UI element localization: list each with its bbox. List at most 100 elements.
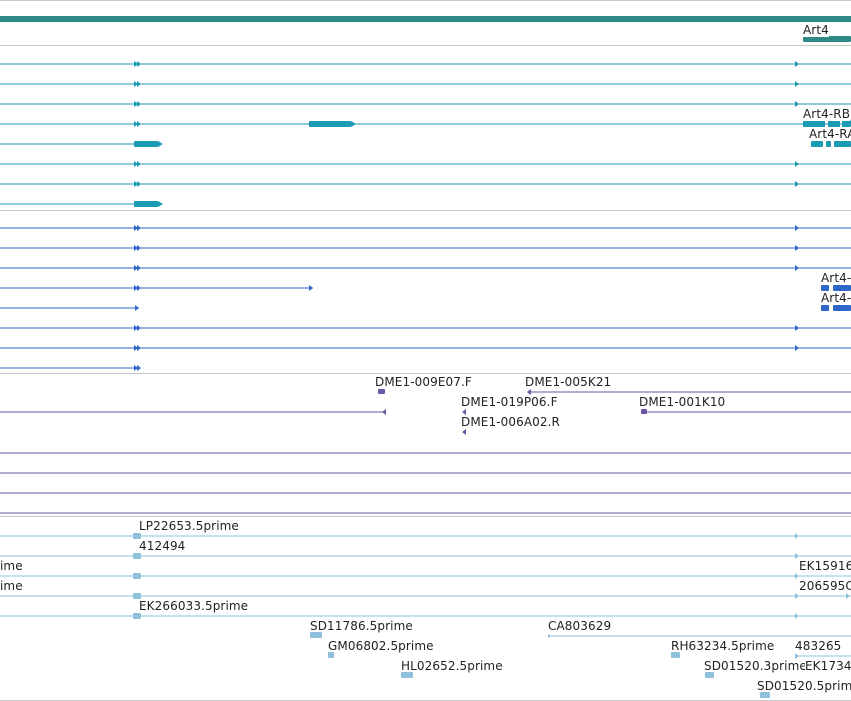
transcript-strand-arrow bbox=[795, 181, 799, 187]
transcript-strand-arrow bbox=[137, 161, 141, 167]
transcript-strand-arrow bbox=[137, 81, 141, 87]
transcript-exon-block-tip bbox=[351, 121, 356, 127]
transcript-label-art4-rb[interactable]: Art4-RB bbox=[803, 107, 851, 121]
protein-art4-exon[interactable] bbox=[833, 305, 851, 311]
est-label-ime-1[interactable]: ime bbox=[0, 559, 23, 573]
protein-strand-arrow bbox=[137, 285, 141, 291]
transcript-strand-arrow bbox=[137, 101, 141, 107]
est-label-ek15916[interactable]: EK15916 bbox=[799, 559, 851, 573]
transcript-strand-arrow bbox=[795, 81, 799, 87]
protein-strand-arrow bbox=[134, 365, 138, 371]
gene-span-bar[interactable] bbox=[0, 16, 851, 22]
protein-label-art4-2[interactable]: Art4- bbox=[821, 291, 851, 305]
protein-strand-arrow bbox=[309, 285, 313, 291]
bac-end-dme1-019p06f bbox=[462, 409, 466, 415]
transcript-exon-block[interactable] bbox=[134, 141, 158, 147]
protein-strand-arrow bbox=[134, 285, 138, 291]
est-hl02652-block[interactable] bbox=[401, 672, 413, 678]
bac-row-arrow bbox=[382, 409, 386, 415]
est-sd01520-3prime-block[interactable] bbox=[705, 672, 714, 678]
bac-label-dme1-005k21[interactable]: DME1-005K21 bbox=[525, 375, 612, 389]
est-strand-arrow bbox=[795, 593, 799, 599]
est-sd01520-5prime-block[interactable] bbox=[760, 692, 770, 698]
transcript-strand-arrow bbox=[134, 121, 138, 127]
transcript-strand-arrow bbox=[795, 61, 799, 67]
transcript-strand-arrow bbox=[134, 161, 138, 167]
protein-strand-arrow bbox=[795, 245, 799, 251]
protein-strand-arrow bbox=[134, 345, 138, 351]
bac-end-dme1-006a02r bbox=[462, 429, 466, 435]
est-strand-arrow bbox=[795, 533, 799, 539]
protein-strand-arrow bbox=[137, 365, 141, 371]
transcript-art4-ra-exon[interactable] bbox=[826, 141, 831, 147]
transcript-strand-arrow bbox=[137, 181, 141, 187]
protein-strand-arrow bbox=[795, 265, 799, 271]
protein-strand-arrow bbox=[795, 225, 799, 231]
transcript-art4-rb-exon[interactable] bbox=[803, 120, 825, 127]
bac-end-dme1-005k21-arrow bbox=[527, 389, 531, 395]
est-block[interactable] bbox=[133, 613, 141, 619]
est-label-ime-2[interactable]: ime bbox=[0, 579, 23, 593]
transcript-art4-ra-exon[interactable] bbox=[834, 141, 851, 147]
est-label-rh63234[interactable]: RH63234.5prime bbox=[671, 639, 775, 653]
protein-strand-arrow bbox=[137, 245, 141, 251]
est-strand-arrow bbox=[795, 613, 799, 619]
bac-label-dme1-001k10[interactable]: DME1-001K10 bbox=[639, 395, 726, 409]
gene-label-art4[interactable]: Art4 bbox=[803, 23, 829, 37]
transcript-art4-rb-exon[interactable] bbox=[842, 120, 851, 127]
est-rh63234-block[interactable] bbox=[671, 652, 680, 658]
est-483265-arrow bbox=[795, 653, 799, 659]
est-label-483265[interactable]: 483265 bbox=[795, 639, 842, 653]
transcript-strand-arrow bbox=[134, 81, 138, 87]
protein-art4-exon[interactable] bbox=[821, 305, 829, 311]
gene-art4-glyph[interactable] bbox=[803, 36, 851, 42]
protein-strand-arrow bbox=[137, 325, 141, 331]
protein-label-art4-1[interactable]: Art4- bbox=[821, 271, 851, 285]
est-block[interactable] bbox=[133, 533, 141, 539]
transcript-strand-arrow bbox=[134, 101, 138, 107]
est-block[interactable] bbox=[133, 553, 141, 559]
bac-label-dme1-009e07f[interactable]: DME1-009E07.F bbox=[375, 375, 472, 389]
protein-strand-arrow bbox=[134, 245, 138, 251]
bac-end-dme1-009e07f[interactable] bbox=[378, 389, 385, 394]
est-sd11786-block[interactable] bbox=[310, 632, 322, 638]
est-label-ek17344[interactable]: EK17344 bbox=[805, 659, 851, 673]
protein-art4-exon[interactable] bbox=[833, 285, 851, 291]
protein-strand-arrow bbox=[137, 265, 141, 271]
transcript-art4-rb-exon[interactable] bbox=[828, 120, 840, 127]
est-strand-arrow bbox=[846, 593, 850, 599]
transcript-exon-block[interactable] bbox=[309, 121, 351, 127]
transcript-strand-arrow bbox=[795, 101, 799, 107]
transcript-exon-block-tip bbox=[158, 141, 163, 147]
est-label-412494[interactable]: 412494 bbox=[139, 539, 186, 553]
protein-art4-exon[interactable] bbox=[821, 285, 829, 291]
est-label-hl02652[interactable]: HL02652.5prime bbox=[401, 659, 503, 673]
est-label-ca803629[interactable]: CA803629 bbox=[548, 619, 612, 633]
bac-label-dme1-006a02r[interactable]: DME1-006A02.R bbox=[461, 415, 560, 429]
transcript-strand-arrow bbox=[137, 61, 141, 67]
bac-label-dme1-019p06f[interactable]: DME1-019P06.F bbox=[461, 395, 558, 409]
transcript-exon-block[interactable] bbox=[134, 201, 158, 207]
transcript-strand-arrow bbox=[134, 61, 138, 67]
est-label-ek266033[interactable]: EK266033.5prime bbox=[139, 599, 249, 613]
est-label-sd11786[interactable]: SD11786.5prime bbox=[310, 619, 413, 633]
transcript-strand-arrow bbox=[795, 161, 799, 167]
transcript-label-art4-ra[interactable]: Art4-RA bbox=[809, 127, 851, 141]
est-label-gm06802[interactable]: GM06802.5prime bbox=[328, 639, 434, 653]
bac-end-dme1-001k10-block[interactable] bbox=[641, 409, 647, 414]
est-label-sd01520-3prime[interactable]: SD01520.3prime bbox=[704, 659, 807, 673]
est-label-sd01520-5prime[interactable]: SD01520.5prime bbox=[757, 679, 851, 693]
protein-strand-arrow bbox=[137, 345, 141, 351]
est-strand-arrow bbox=[795, 573, 799, 579]
est-label-lp22653[interactable]: LP22653.5prime bbox=[139, 519, 239, 533]
protein-strand-arrow bbox=[134, 225, 138, 231]
est-block[interactable] bbox=[133, 593, 141, 599]
est-block[interactable] bbox=[133, 573, 141, 579]
est-gm06802-block[interactable] bbox=[328, 652, 334, 658]
transcript-art4-ra-exon[interactable] bbox=[811, 141, 823, 147]
protein-strand-arrow bbox=[134, 265, 138, 271]
protein-strand-arrow bbox=[137, 225, 141, 231]
est-label-206595[interactable]: 206595C bbox=[799, 579, 851, 593]
